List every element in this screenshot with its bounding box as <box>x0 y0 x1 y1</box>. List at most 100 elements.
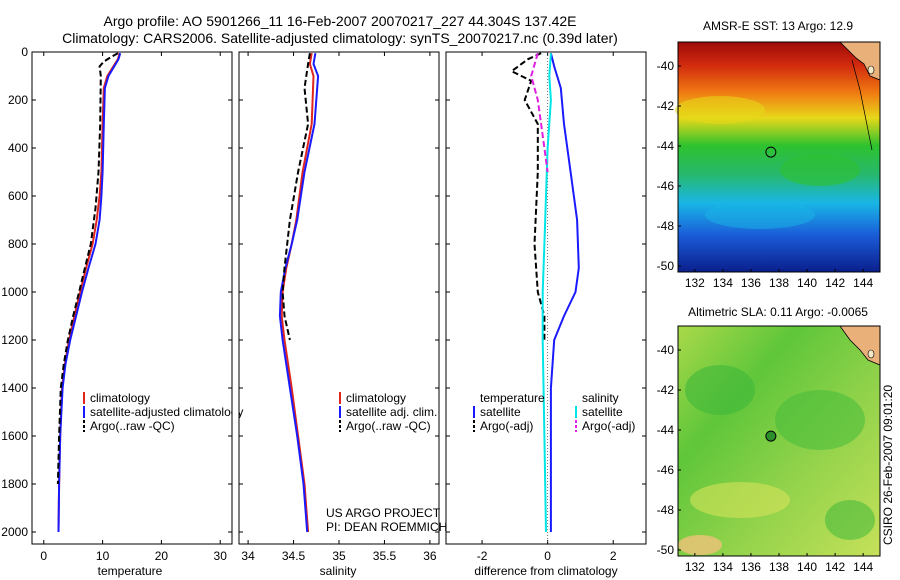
map-ytick-label: -42 <box>657 383 675 397</box>
ytick-label: 400 <box>8 141 28 155</box>
map-ytick-label: -50 <box>657 259 675 273</box>
map-xtick-label: 142 <box>825 560 845 574</box>
salinity-xlabel: salinity <box>320 564 357 578</box>
series-line-salinity-satellite <box>541 53 552 533</box>
map-xtick-label: 132 <box>685 560 705 574</box>
sst-contour <box>851 59 873 151</box>
series-line-temperature-argo-adj- <box>510 52 546 340</box>
xtick-label: 0 <box>544 549 551 563</box>
temperature-xlabel: temperature <box>98 564 163 578</box>
xtick-label: 36 <box>423 549 437 563</box>
map-xtick-label: 142 <box>825 276 845 290</box>
salinity-legend: climatology satellite adj. clim. Argo(..… <box>339 391 437 433</box>
ytick-label: 1000 <box>1 285 28 299</box>
diff-legend-sal-title: salinity <box>582 391 619 405</box>
sst-cyan-patch <box>705 201 815 229</box>
map-ytick-label: -48 <box>657 503 675 517</box>
ytick-label: 800 <box>8 237 28 251</box>
sla-argo-marker <box>765 430 777 442</box>
xtick-label: 35 <box>332 549 346 563</box>
difference-panel-frame <box>445 51 647 545</box>
ytick-label: 1800 <box>1 477 28 491</box>
map-xtick-label: 132 <box>685 276 705 290</box>
axes-layer: 0 10 20 30020040060080010001200140016001800… <box>1 45 646 563</box>
diff-legend-temp-sat-label: satellite <box>480 405 521 419</box>
sla-island <box>867 349 875 359</box>
map-xtick-label: 144 <box>853 560 873 574</box>
difference-xlabel: difference from climatology <box>474 564 617 578</box>
ytick-label: 0 <box>21 45 28 59</box>
series-layer <box>56 52 580 533</box>
sst-green-patch <box>780 154 860 186</box>
sst-axis: 132 134 136 138 140 142 144 -40 -42 -44 -46 -48 -50 <box>657 59 874 290</box>
sal-legend-climatology-label: climatology <box>346 391 406 405</box>
side-label: CSIRO 26-Feb-2007 09:01:20 <box>881 385 895 545</box>
legend-clip-mask <box>232 390 239 420</box>
legend-climatology-label: climatology <box>90 391 150 405</box>
sst-argo-marker <box>765 146 777 158</box>
ytick-label: 1200 <box>1 333 28 347</box>
project-note-line1: US ARGO PROJECT <box>326 506 441 520</box>
series-line-climatology <box>57 52 121 533</box>
map-xtick-label: 138 <box>769 276 789 290</box>
map-xtick-label: 140 <box>797 276 817 290</box>
xtick-label: 20 <box>155 549 169 563</box>
sal-legend-satellite-label: satellite adj. clim. <box>346 405 437 419</box>
xtick-label: 34.5 <box>282 549 306 563</box>
map-xtick-label: 136 <box>741 276 761 290</box>
sla-blob-2 <box>775 390 865 450</box>
sla-blob-3 <box>690 482 790 518</box>
temperature-legend: climatology satellite-adjusted climatolo… <box>83 391 243 433</box>
map-xtick-label: 134 <box>713 560 733 574</box>
diff-legend-temp-title: temperature <box>480 391 545 405</box>
sst-field <box>678 42 880 272</box>
ytick-label: 1400 <box>1 381 28 395</box>
xtick-label: 34 <box>241 549 255 563</box>
map-xtick-label: 140 <box>797 560 817 574</box>
map-xtick-label: 136 <box>741 560 761 574</box>
map-ytick-label: -50 <box>657 543 675 557</box>
xtick-label: -2 <box>477 549 488 563</box>
xtick-label: 0 <box>40 549 47 563</box>
sla-map-title: Altimetric SLA: 0.11 Argo: -0.0065 <box>688 305 868 319</box>
legend-argo-label: Argo(..raw -QC) <box>90 419 175 433</box>
sla-blob-4 <box>825 500 875 540</box>
map-ytick-label: -46 <box>657 463 675 477</box>
sla-blob-1 <box>685 365 755 415</box>
map-ytick-label: -42 <box>657 99 675 113</box>
series-line-temperature-satellite <box>549 52 580 532</box>
diff-legend-sal-sat-label: satellite <box>582 405 623 419</box>
ytick-label: 1600 <box>1 429 28 443</box>
sla-map <box>677 325 881 557</box>
ytick-label: 200 <box>8 93 28 107</box>
map-xtick-label: 134 <box>713 276 733 290</box>
map-xtick-label: 138 <box>769 560 789 574</box>
project-note-line2: PI: DEAN ROEMMICH <box>326 520 447 534</box>
xtick-label: 30 <box>214 549 228 563</box>
sst-map-title: AMSR-E SST: 13 Argo: 12.9 <box>703 19 853 33</box>
xtick-label: 2 <box>610 549 617 563</box>
sla-blob-5 <box>678 535 722 555</box>
series-line-salinity-argo-adj- <box>530 52 549 173</box>
map-ytick-label: -44 <box>657 139 675 153</box>
ytick-label: 600 <box>8 189 28 203</box>
diff-legend-temp-argo-label: Argo(-adj) <box>480 419 533 433</box>
map-ytick-label: -44 <box>657 423 675 437</box>
map-ytick-label: -40 <box>657 343 675 357</box>
map-xtick-label: 144 <box>853 276 873 290</box>
diff-legend-sal-argo-label: Argo(-adj) <box>582 419 635 433</box>
map-ytick-label: -40 <box>657 59 675 73</box>
map-ytick-label: -46 <box>657 179 675 193</box>
difference-legend: temperature satellite Argo(-adj) salinit… <box>473 391 635 433</box>
ytick-label: 2000 <box>1 525 28 539</box>
sal-legend-argo-label: Argo(..raw -QC) <box>346 419 431 433</box>
map-ytick-label: -48 <box>657 219 675 233</box>
sla-axis: 132 134 136 138 140 142 144 -40 -42 -44 -46 -48 -50 <box>657 343 874 574</box>
series-line-argo-raw-qc- <box>281 53 311 341</box>
series-line-satellite-adjusted-climatology <box>57 52 122 533</box>
sst-island <box>867 65 875 75</box>
xtick-label: 10 <box>96 549 110 563</box>
sst-warm-patch <box>675 96 765 124</box>
xtick-label: 35.5 <box>373 549 397 563</box>
